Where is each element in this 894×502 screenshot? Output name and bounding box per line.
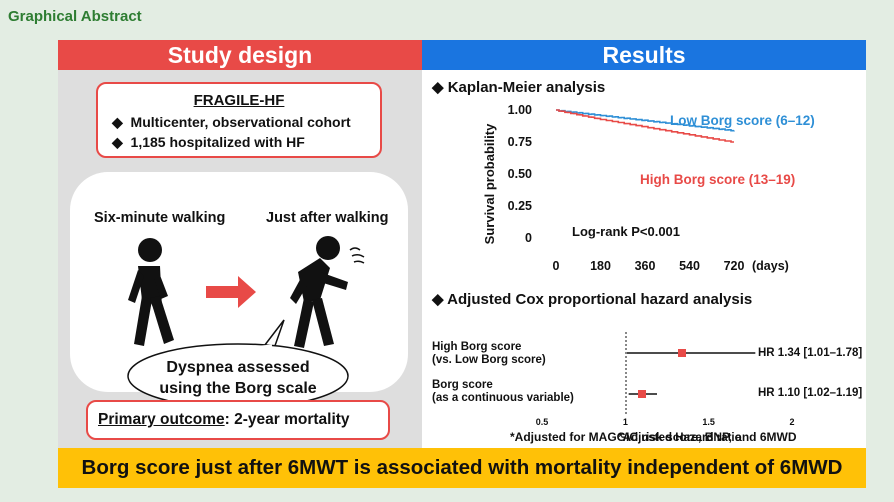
km-xtick-label: 720: [724, 259, 745, 273]
hr-point: [678, 349, 686, 357]
km-title-text: Kaplan-Meier analysis: [447, 79, 606, 96]
km-ytick-label: 0.75: [508, 135, 532, 149]
high-borg-label: High Borg score (13–19): [640, 172, 795, 187]
km-xtick-label: 180: [590, 259, 611, 273]
outcome-label: Primary outcome: [98, 411, 225, 428]
cox-section-title: ◆ Adjusted Cox proportional hazard analy…: [432, 291, 753, 308]
arrow-icon: [206, 276, 256, 308]
abstract-frame: Study design Results FRAGILE-HF ◆ Multic…: [58, 40, 866, 488]
bullet-2: ◆ 1,185 hospitalized with HF: [112, 134, 305, 150]
hr-point: [638, 390, 646, 398]
km-ytick-label: 0.25: [508, 199, 532, 213]
low-borg-curve: [556, 109, 735, 132]
outcome-value: : 2-year mortality: [224, 411, 350, 428]
high-borg-curve: [556, 109, 734, 143]
cohort-title: FRAGILE-HF: [193, 92, 285, 109]
km-chart: Survival probability 1.00 0.75 0.50 0.25 0 0…: [482, 103, 815, 273]
walking-illustration: Six-minute walking Just after walking: [70, 172, 408, 408]
walking-person-icon: [128, 238, 174, 346]
speech-line-1: Dyspnea assessed: [166, 359, 309, 376]
study-design-panel: FRAGILE-HF ◆ Multicenter, observational …: [58, 70, 422, 448]
outcome-text: Primary outcome: 2-year mortality: [98, 411, 350, 429]
km-ytick-label: 0: [525, 231, 532, 245]
km-xtick-label: 0: [553, 259, 560, 273]
cox-forest-plot: High Borg score (vs. Low Borg score) Bor…: [432, 332, 862, 444]
tired-person-icon: [290, 236, 348, 348]
logrank-label: Log-rank P<0.001: [572, 224, 680, 239]
cox-xtick-label: 2: [789, 417, 794, 427]
speech-bubble: [127, 343, 349, 408]
row2-label-1: Borg score: [432, 379, 493, 391]
page-title: Graphical Abstract: [8, 8, 142, 25]
cox-xlabel: *Adjusted Hazard ratio: [618, 432, 741, 444]
bullet-1: ◆ Multicenter, observational cohort: [112, 114, 351, 130]
row2-label-2: (as a continuous variable): [432, 392, 574, 404]
cox-footnote: *Adjusted for MAGGIC risk score, BNP, an…: [510, 430, 797, 444]
results-panel: ◆ Kaplan-Meier analysis Survival probabi…: [422, 70, 866, 448]
cox-title-text: Adjusted Cox proportional hazard analysi…: [447, 291, 753, 308]
bullet-1-text: Multicenter, observational cohort: [130, 114, 351, 130]
six-minute-label: Six-minute walking: [94, 210, 225, 226]
row2-hr: HR 1.10 [1.02–1.19]: [758, 387, 862, 399]
km-xtick-label: 360: [635, 259, 656, 273]
low-borg-label: Low Borg score (6–12): [670, 113, 815, 128]
results-header: Results: [422, 40, 866, 70]
row1-label-1: High Borg score: [432, 341, 521, 353]
cox-xtick-label: 0.5: [536, 417, 549, 427]
km-section-title: ◆ Kaplan-Meier analysis: [432, 79, 606, 96]
conclusion-banner: Borg score just after 6MWT is associated…: [58, 448, 866, 488]
km-xunit: (days): [752, 259, 789, 273]
row1-label-2: (vs. Low Borg score): [432, 354, 546, 366]
cox-xtick-label: 1.5: [702, 417, 715, 427]
bullet-2-text: 1,185 hospitalized with HF: [130, 134, 305, 150]
study-design-header: Study design: [58, 40, 422, 70]
km-ytick-label: 0.50: [508, 167, 532, 181]
cox-xtick-label: 1: [623, 417, 628, 427]
km-ylabel: Survival probability: [482, 123, 497, 244]
speech-line-2: using the Borg scale: [159, 380, 316, 397]
after-label: Just after walking: [266, 210, 388, 226]
km-xtick-label: 540: [679, 259, 700, 273]
breath-icon: [349, 247, 365, 264]
outcome-box: Primary outcome: 2-year mortality: [86, 400, 390, 440]
km-ytick-label: 1.00: [508, 103, 532, 117]
cohort-box: FRAGILE-HF ◆ Multicenter, observational …: [96, 82, 382, 158]
row1-hr: HR 1.34 [1.01–1.78]: [758, 347, 862, 359]
